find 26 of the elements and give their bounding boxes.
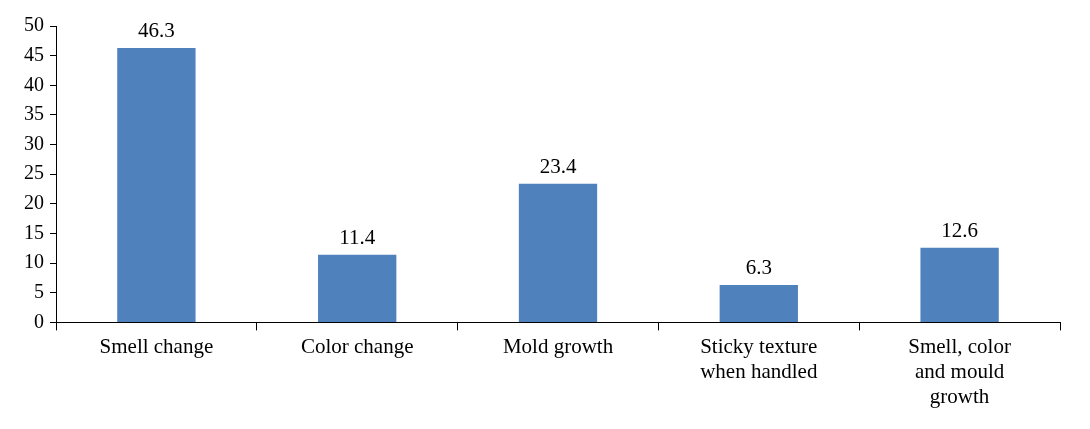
y-tick-label: 35 (24, 102, 44, 125)
x-tick-label: Color change (300, 333, 414, 358)
y-tick-label: 30 (24, 131, 44, 154)
y-tick-label: 50 (24, 13, 44, 36)
y-tick-label: 10 (24, 250, 44, 273)
x-tick-label: Smell, color and mould growth (908, 333, 1011, 408)
data-label: 12.6 (941, 217, 978, 242)
data-label: 46.3 (138, 17, 175, 42)
bar (518, 183, 598, 322)
bar (719, 285, 798, 322)
y-tick-label: 15 (24, 220, 44, 243)
y-tick-label: 0 (34, 309, 44, 332)
y-tick-label: 20 (24, 191, 44, 214)
data-label: 23.4 (539, 153, 577, 178)
data-label: 11.4 (339, 224, 376, 249)
x-tick-label: Sticky texture when handled (700, 333, 818, 383)
x-tick-label: Mold growth (502, 333, 614, 358)
y-tick-label: 45 (24, 42, 44, 65)
y-tick-label: 25 (24, 161, 44, 184)
y-tick-label: 5 (34, 280, 44, 303)
bar (318, 254, 397, 322)
data-label: 6.3 (745, 255, 772, 280)
bar (117, 47, 196, 322)
y-tick-label: 40 (24, 72, 44, 95)
bar (920, 247, 999, 322)
x-tick-label: Smell change (99, 333, 214, 358)
